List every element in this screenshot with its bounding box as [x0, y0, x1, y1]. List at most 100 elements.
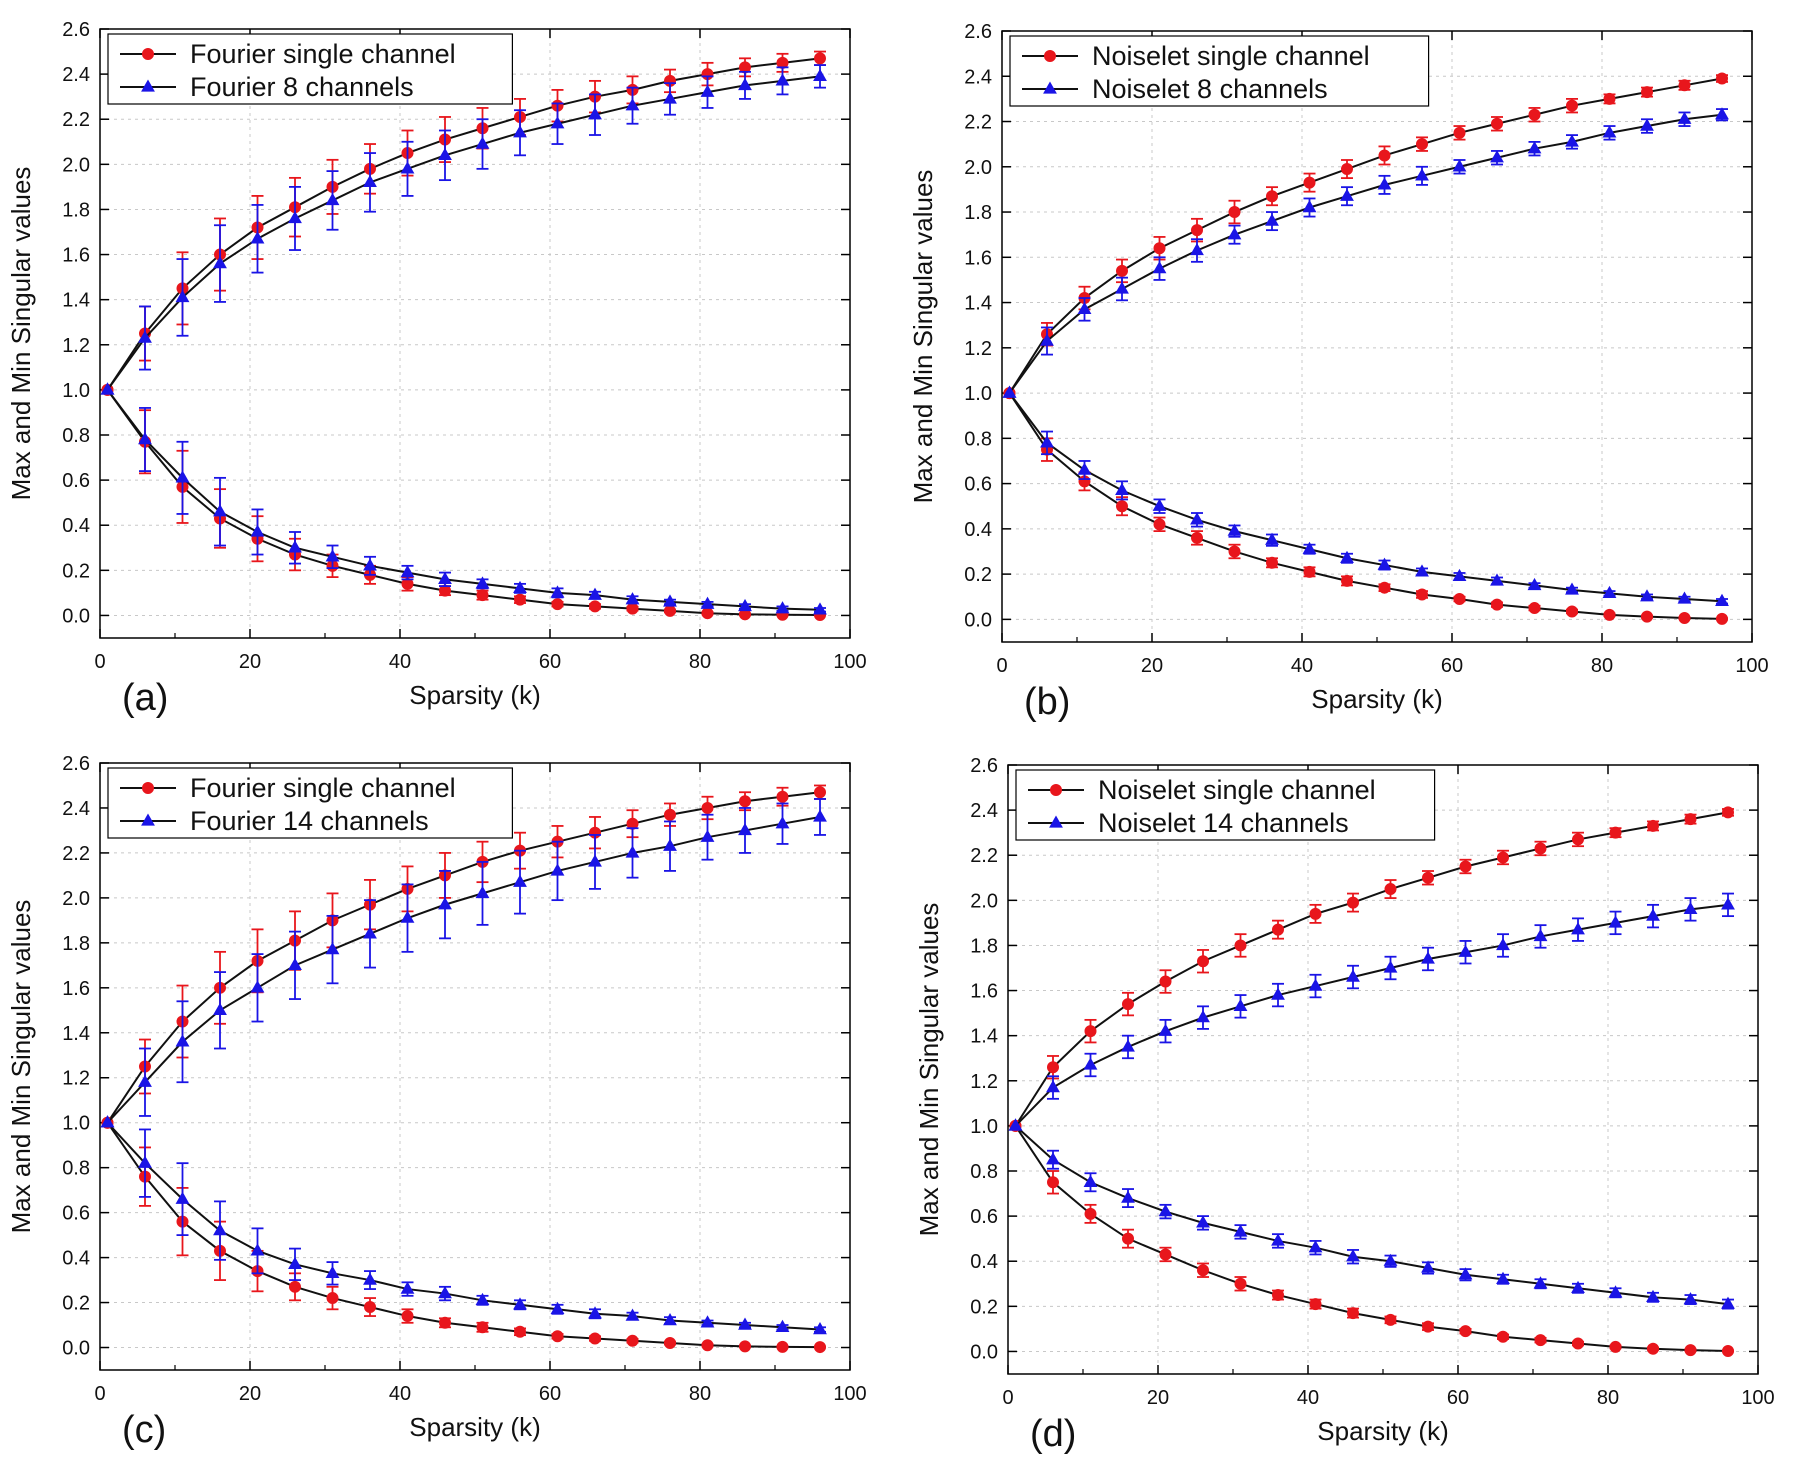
data-point: [325, 1265, 340, 1279]
series-line-min: [1014, 1125, 1729, 1352]
data-point: [1271, 987, 1285, 1000]
series-line-min: [106, 1122, 821, 1349]
data-point: [814, 52, 826, 65]
data-point: [1608, 1285, 1623, 1298]
data-point: [400, 565, 415, 578]
data-point: [1565, 134, 1579, 147]
y-tick-label: 1.2: [62, 335, 90, 357]
y-tick-label: 1.4: [62, 1023, 90, 1045]
data-point: [1122, 1232, 1134, 1245]
series-line-min: [1008, 392, 1723, 620]
data-point: [1002, 385, 1017, 398]
data-point: [1302, 200, 1317, 213]
data-point: [1383, 960, 1398, 973]
data-point: [1528, 602, 1541, 615]
series-2: [100, 64, 827, 615]
y-tick-label: 1.4: [964, 293, 992, 315]
series-line-max: [1008, 77, 1723, 394]
data-point: [400, 161, 415, 174]
data-point: [1677, 111, 1692, 124]
data-point: [1084, 1025, 1097, 1038]
data-point: [1565, 582, 1579, 595]
y-axis-title: Max and Min Singular values: [914, 903, 944, 1237]
data-point: [1077, 301, 1092, 315]
data-point: [626, 1334, 639, 1347]
data-point: [1422, 1320, 1434, 1333]
data-point: [813, 809, 827, 822]
data-point: [1422, 871, 1434, 884]
data-point: [1046, 1152, 1060, 1165]
x-axis-title: Sparsity (k): [409, 1412, 540, 1442]
y-tick-label: 0.4: [964, 519, 992, 541]
data-point: [1043, 81, 1057, 94]
data-point: [625, 98, 640, 111]
chart-panel-4: 0 20 40 60 80 100 0.0 0.2 0.4 0.6 0.8 1.0 1.2 1.4 1.6 1…: [914, 755, 1775, 1455]
data-point: [475, 136, 490, 149]
x-tick-label: 40: [1297, 1387, 1319, 1409]
data-point: [175, 470, 190, 483]
series-line-max: [106, 791, 821, 1124]
y-tick-label: 2.0: [964, 157, 992, 179]
data-point: [1533, 928, 1548, 942]
y-tick-label: 2.0: [970, 890, 998, 912]
y-tick-label: 1.0: [62, 1113, 90, 1135]
data-point: [1533, 1276, 1548, 1289]
data-point: [1640, 118, 1654, 131]
data-point: [1384, 883, 1397, 896]
panel-label: (b): [1024, 681, 1070, 723]
data-point: [1683, 1292, 1698, 1305]
data-point: [775, 816, 790, 829]
data-point: [589, 1332, 601, 1345]
y-tick-label: 0.2: [964, 564, 992, 586]
data-point: [1608, 915, 1623, 928]
y-tick-label: 1.8: [964, 202, 992, 224]
data-point: [739, 1340, 751, 1353]
data-point: [1572, 833, 1584, 846]
data-point: [288, 210, 302, 224]
y-tick-label: 0.2: [62, 1293, 90, 1315]
panel-label: (d): [1030, 1413, 1076, 1455]
data-point: [1603, 92, 1616, 105]
data-point: [400, 910, 415, 923]
data-point: [289, 1280, 301, 1293]
data-point: [813, 1322, 827, 1335]
data-point: [1647, 819, 1659, 832]
data-point: [1308, 1240, 1323, 1253]
data-point: [1158, 1023, 1173, 1036]
data-point: [1609, 1340, 1622, 1353]
data-point: [1159, 1248, 1172, 1261]
data-point: [775, 601, 790, 614]
chart-panel-3: 0 20 40 60 80 100 0.0 0.2 0.4 0.6 0.8 1.0 1.2 1.4 1.6 1…: [6, 753, 867, 1451]
data-point: [1497, 851, 1509, 864]
data-point: [1047, 1061, 1059, 1074]
data-point: [1153, 242, 1166, 255]
data-point: [1534, 1334, 1547, 1347]
data-point: [1378, 581, 1391, 594]
data-point: [1077, 462, 1092, 475]
data-point: [138, 330, 152, 343]
series-1: [1003, 72, 1728, 625]
data-point: [814, 786, 826, 799]
data-point: [1044, 50, 1056, 62]
y-tick-label: 1.6: [62, 245, 90, 267]
data-point: [1490, 150, 1504, 163]
series-2: [100, 798, 827, 1335]
y-tick-label: 1.4: [970, 1026, 998, 1048]
data-point: [588, 587, 602, 600]
data-point: [700, 1315, 715, 1328]
y-tick-label: 0.6: [62, 470, 90, 492]
y-tick-label: 2.2: [62, 109, 90, 131]
chart-panel-2: 0 20 40 60 80 100 0.0 0.2 0.4 0.6 0.8 1.0 1.2 1.4 1.6 1…: [908, 21, 1769, 723]
data-point: [663, 1313, 677, 1326]
data-point: [1227, 227, 1242, 240]
data-point: [814, 1341, 826, 1354]
y-tick-label: 0.0: [964, 609, 992, 631]
data-point: [1046, 1080, 1060, 1093]
data-point: [138, 1155, 152, 1168]
y-tick-label: 1.0: [62, 380, 90, 402]
data-point: [1528, 108, 1541, 121]
data-point: [1341, 574, 1353, 587]
x-tick-label: 40: [389, 1383, 411, 1405]
data-point: [1415, 564, 1429, 577]
data-point: [138, 432, 152, 445]
